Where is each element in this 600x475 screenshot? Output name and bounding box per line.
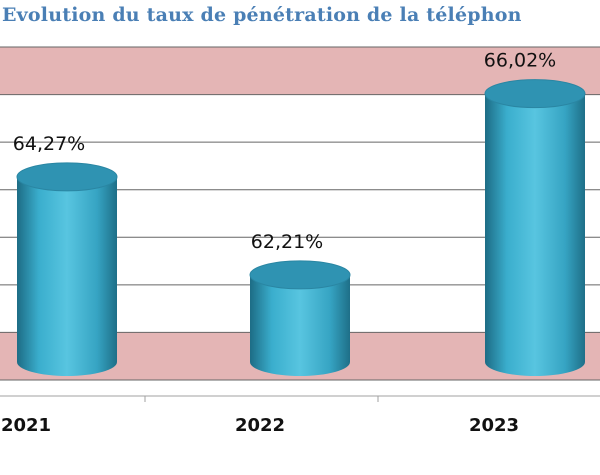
x-tick-label-2023: 2023 <box>469 415 519 436</box>
x-tick-label-2022: 2022 <box>235 415 285 436</box>
bar-top-2021 <box>16 162 118 192</box>
value-label-2023: 66,02% <box>484 50 556 72</box>
bar-2021 <box>16 162 118 376</box>
bar-body-2021 <box>17 176 117 376</box>
value-label-2021: 64,27% <box>13 133 85 155</box>
chart-title: Evolution du taux de pénétration de la t… <box>2 4 522 26</box>
value-label-2022: 62,21% <box>251 231 323 253</box>
bar-2022 <box>249 260 351 376</box>
bar-body-2023 <box>485 93 585 377</box>
bar-top-2023 <box>484 79 586 109</box>
bar-top-2022 <box>249 260 351 290</box>
bar-2023 <box>484 79 586 377</box>
x-tick-label-2021: 2021 <box>1 415 51 436</box>
bar-body-2022 <box>250 274 350 376</box>
